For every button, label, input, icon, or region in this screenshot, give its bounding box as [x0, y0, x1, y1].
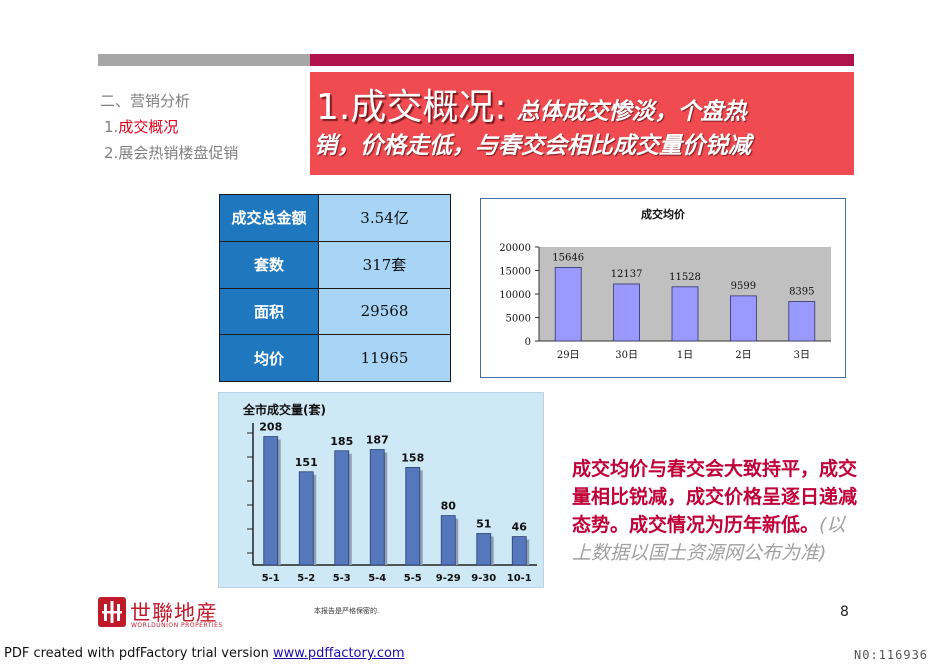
bar	[405, 467, 421, 566]
stat-label: 套数	[219, 240, 319, 289]
bar	[729, 295, 757, 342]
data-label: 46	[512, 521, 528, 534]
summary-note-main: 成交均价与春交会大致持平，成交量相比锐减，成交价格呈逐日递减态势。成交情况为历年…	[572, 458, 858, 536]
x-tick-label: 9-30	[471, 573, 496, 584]
x-tick-label: 5-5	[404, 573, 422, 584]
bar	[369, 449, 385, 566]
headline-subtitle-2: 销，价格走低，与春交会相比成交量价锐减	[314, 133, 751, 159]
chart-title: 全市成交量(套)	[242, 402, 326, 417]
y-tick-label: 5000	[506, 314, 531, 325]
avg-price-chart: 成交均价 0 5000 10000 15000 20000 15646 29日 12137 30日…	[480, 198, 846, 378]
stat-value: 317套	[318, 240, 451, 289]
data-label: 9599	[731, 281, 756, 292]
y-tick-label: 15000	[499, 267, 531, 278]
stat-label: 均价	[219, 334, 319, 382]
table-row: 套数 317套	[219, 240, 451, 289]
header-bar-gray	[98, 54, 310, 66]
y-tick-label: 20000	[499, 243, 531, 254]
x-tick-label: 30日	[615, 350, 638, 361]
bar	[671, 286, 699, 342]
confidential-note: 本报告是严格保密的.	[314, 607, 380, 615]
headline-subtitle-1: 总体成交惨淡，个盘热	[516, 99, 747, 125]
nav-item-promotion-label: 展会热销楼盘促销	[118, 144, 239, 162]
x-tick-label: 5-1	[262, 573, 280, 584]
headline-banner: 1.成交概况: 总体成交惨淡，个盘热 销，价格走低，与春交会相比成交量价锐减	[310, 72, 854, 175]
data-label: 151	[295, 456, 318, 469]
page-number: 8	[840, 604, 849, 620]
data-label: 185	[330, 435, 353, 448]
nav-item-overview-label: 成交概况	[118, 118, 179, 136]
summary-note-aside: (以上数据以国土资源网公布为准)	[572, 514, 846, 564]
company-logo-en: WORLDUNION PROPERTIES	[131, 622, 223, 629]
stat-value: 11965	[318, 334, 451, 382]
stat-label: 成交总金额	[219, 194, 319, 242]
city-volume-chart: 全市成交量(套) 208 5-1 151 5-2 185 5-3 187 5-4 158 5-5 80…	[218, 392, 544, 588]
data-label: 8395	[789, 287, 814, 298]
stat-value: 3.54亿	[318, 194, 451, 242]
data-label: 158	[401, 451, 424, 464]
data-label: 12137	[611, 269, 643, 280]
pdf-footer-text: PDF created with pdfFactory trial versio…	[4, 646, 274, 661]
nav-item-promotion[interactable]: 2.展会热销楼盘促销	[104, 144, 239, 162]
pdf-footer: PDF created with pdfFactory trial versio…	[4, 646, 405, 661]
summary-note: 成交均价与春交会大致持平，成交量相比锐减，成交价格呈逐日递减态势。成交情况为历年…	[572, 455, 862, 567]
headline-title: 1.成交概况:	[316, 87, 507, 128]
x-tick-label: 5-3	[333, 573, 351, 584]
x-tick-label: 1日	[677, 350, 693, 361]
data-label: 51	[476, 518, 491, 531]
bar	[511, 536, 527, 566]
x-tick-label: 5-4	[368, 573, 386, 584]
avg-price-chart-svg: 成交均价 0 5000 10000 15000 20000 15646 29日 12137 30日…	[499, 207, 831, 361]
y-tick-label: 10000	[499, 290, 531, 301]
x-tick-label: 29日	[557, 350, 580, 361]
table-row: 均价 11965	[219, 334, 451, 382]
x-tick-label: 3日	[794, 350, 810, 361]
bar	[554, 267, 582, 342]
chart-title: 成交均价	[641, 207, 686, 221]
header-bar-red	[310, 54, 854, 66]
x-tick-label: 9-29	[436, 573, 461, 584]
table-row: 面积 29568	[219, 287, 451, 336]
bar	[263, 436, 279, 566]
data-label: 187	[366, 434, 389, 447]
x-tick-label: 5-2	[297, 573, 315, 584]
bar	[440, 515, 456, 566]
data-label: 80	[441, 500, 457, 513]
bar	[334, 450, 350, 566]
data-label: 15646	[552, 252, 584, 263]
city-volume-chart-svg: 全市成交量(套) 208 5-1 151 5-2 185 5-3 187 5-4 158 5-5 80…	[242, 402, 537, 584]
company-logo-name: 世聯地産	[130, 601, 218, 625]
document-number: N0:116936	[854, 648, 929, 662]
pdf-footer-link[interactable]: www.pdffactory.com	[273, 646, 405, 661]
x-tick-label: 2日	[735, 350, 751, 361]
x-tick-label: 10-1	[507, 573, 532, 584]
nav-section-title: 二、营销分析	[100, 92, 191, 110]
bar	[476, 533, 492, 566]
data-label: 11528	[669, 272, 701, 283]
bar	[298, 471, 314, 566]
stats-table: 成交总金额 3.54亿 套数 317套 面积 29568 均价 11965	[219, 194, 451, 382]
stat-value: 29568	[318, 287, 451, 336]
stat-label: 面积	[219, 287, 319, 336]
table-row: 成交总金额 3.54亿	[219, 194, 451, 242]
bar	[788, 301, 816, 342]
y-tick-label: 0	[525, 337, 531, 348]
bar	[613, 283, 641, 342]
data-label: 208	[259, 421, 282, 434]
company-logo-icon	[98, 597, 126, 631]
nav-item-overview[interactable]: 1.成交概况	[104, 118, 179, 136]
